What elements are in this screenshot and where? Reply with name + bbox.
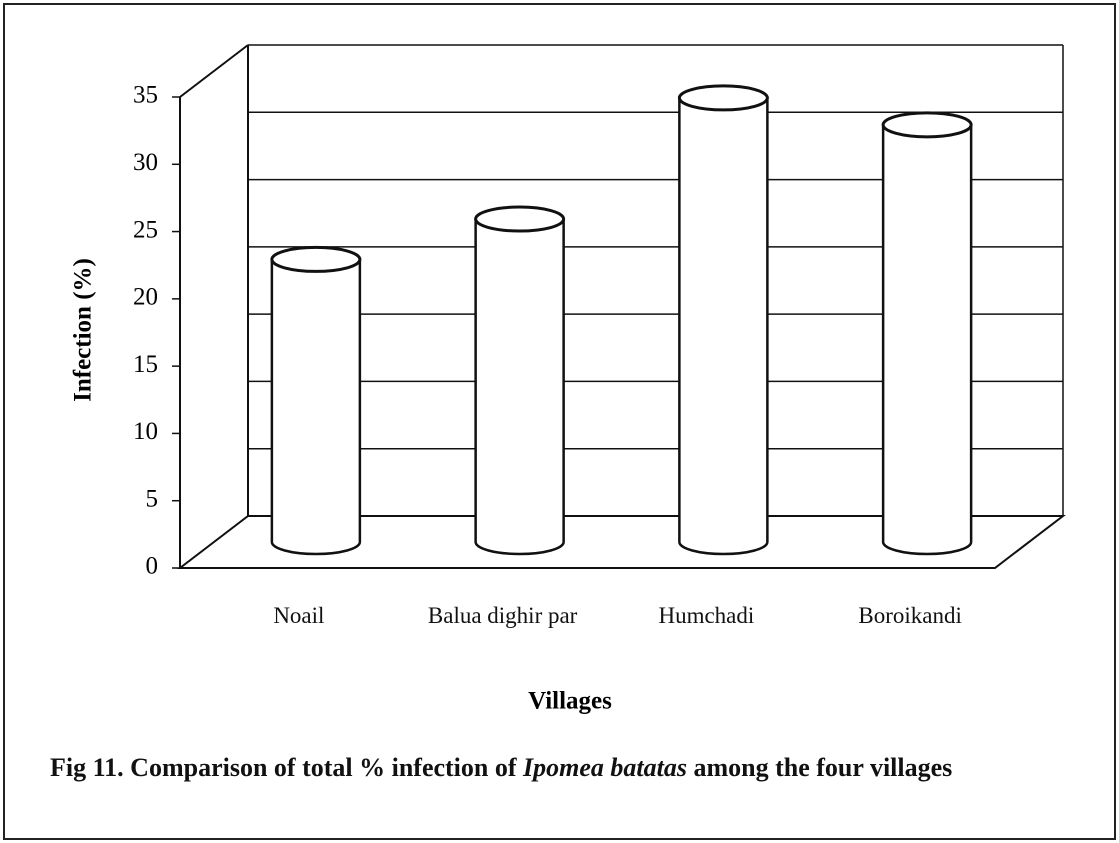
y-tick-label: 25 [133,216,158,243]
chart-title: Fig 11. Comparison of total % infection … [50,752,1119,784]
y-tick-label: 30 [133,149,158,176]
y-axis-label: Infection (%) [70,258,97,402]
cylinder-body [270,258,362,556]
title-part: Ipomea batatas [523,753,687,782]
left-wall-top [179,44,249,98]
cylinder-top [881,111,973,139]
cylinder-top [270,245,362,273]
x-tick-label: Humchadi [658,603,755,628]
y-tick-label: 0 [146,553,159,580]
title-part: among the four villages [686,753,953,782]
y-tick-label: 10 [133,418,158,445]
x-tick-label: Boroikandi [858,603,962,628]
cylinder-top [474,205,566,233]
x-tick-label: Balua dighir par [427,603,578,628]
title-part: Fig 11. Comparison of total % infection … [50,753,524,782]
cylinder-body [474,217,565,556]
y-tick-label: 5 [146,485,159,512]
cylinder-top [677,84,769,112]
y-tick-label: 20 [133,284,158,311]
cylinder-body [678,96,769,556]
x-tick-label: Noail [273,603,325,628]
cylinder-body [881,123,973,556]
frame [3,3,1116,840]
y-tick-label: 15 [133,351,158,378]
x-axis-label: Villages [528,688,612,715]
y-tick-label: 35 [133,82,158,109]
